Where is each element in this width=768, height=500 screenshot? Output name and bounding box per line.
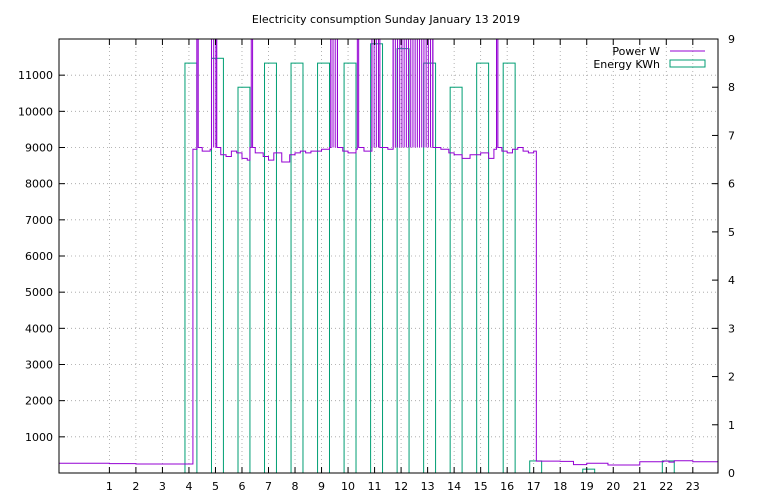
y-left-tick-label: 2000 (25, 395, 53, 408)
x-tick-label: 13 (421, 480, 435, 493)
x-tick-label: 20 (606, 480, 620, 493)
y-right-tick-label: 0 (728, 467, 735, 480)
x-tick-label: 14 (447, 480, 461, 493)
y-left-tick-label: 1000 (25, 431, 53, 444)
x-tick-label: 8 (292, 480, 299, 493)
energy-bar (423, 62, 437, 474)
x-tick-label: 21 (633, 480, 647, 493)
legend-power-label: Power W (612, 45, 660, 58)
power-series (59, 38, 718, 466)
y-left-tick-label: 4000 (25, 322, 53, 335)
y-right-tick-label: 1 (728, 419, 735, 432)
x-tick-label: 12 (394, 480, 408, 493)
y-right-tick-label: 9 (728, 33, 735, 46)
legend-energy-swatch (669, 59, 706, 68)
y-left-tick-label: 8000 (25, 178, 53, 191)
x-tick-label: 22 (659, 480, 673, 493)
y-right-tick-label: 3 (728, 322, 735, 335)
legend: Power W Energy KWh (593, 45, 706, 71)
power-line (59, 38, 718, 466)
grid (59, 39, 718, 473)
x-tick-label: 10 (341, 480, 355, 493)
energy-bar (237, 86, 251, 474)
energy-bar (661, 460, 675, 474)
x-tick-label: 1 (106, 480, 113, 493)
energy-bar (449, 86, 463, 474)
energy-bar (264, 62, 277, 474)
x-tick-label: 23 (686, 480, 700, 493)
x-tick-label: 15 (474, 480, 488, 493)
energy-bar (317, 62, 330, 474)
y-left-tick-label: 6000 (25, 250, 53, 263)
chart-title: Electricity consumption Sunday January 1… (252, 13, 520, 26)
x-tick-label: 2 (132, 480, 139, 493)
energy-bar (184, 62, 198, 474)
y-left-tick-label: 10000 (18, 105, 53, 118)
y-right-tick-label: 7 (728, 129, 735, 142)
y-left-tick-label: 7000 (25, 214, 53, 227)
x-tick-label: 11 (368, 480, 382, 493)
y-left-tick-label: 9000 (25, 142, 53, 155)
x-tick-label: 17 (527, 480, 541, 493)
y-right-tick-label: 4 (728, 274, 735, 287)
x-tick-label: 19 (580, 480, 594, 493)
y-right-tick-label: 2 (728, 371, 735, 384)
energy-series (184, 43, 675, 474)
x-tick-label: 7 (265, 480, 272, 493)
y-right-tick-label: 8 (728, 81, 735, 94)
x-tick-label: 5 (212, 480, 219, 493)
energy-bar (290, 62, 304, 474)
y-left-tick-label: 11000 (18, 69, 53, 82)
x-tick-label: 4 (185, 480, 192, 493)
x-tick-label: 3 (159, 480, 166, 493)
y-right-tick-label: 6 (728, 178, 735, 191)
x-tick-label: 9 (318, 480, 325, 493)
energy-bar (343, 62, 357, 474)
x-tick-label: 18 (553, 480, 567, 493)
axes: 1 2 3 4 5 6 7 8 9 10 11 12 13 14 15 16 17 18 19 20 21 22 23100… (18, 33, 735, 493)
energy-bar (476, 62, 490, 474)
y-right-tick-label: 5 (728, 226, 735, 239)
legend-energy-label: Energy KWh (593, 58, 660, 71)
x-tick-label: 16 (500, 480, 514, 493)
x-tick-label: 6 (238, 480, 245, 493)
y-left-tick-label: 5000 (25, 286, 53, 299)
energy-bar (502, 62, 516, 474)
energy-bar (582, 468, 596, 474)
energy-bar (529, 460, 543, 474)
energy-bar (396, 48, 410, 474)
y-left-tick-label: 3000 (25, 359, 53, 372)
